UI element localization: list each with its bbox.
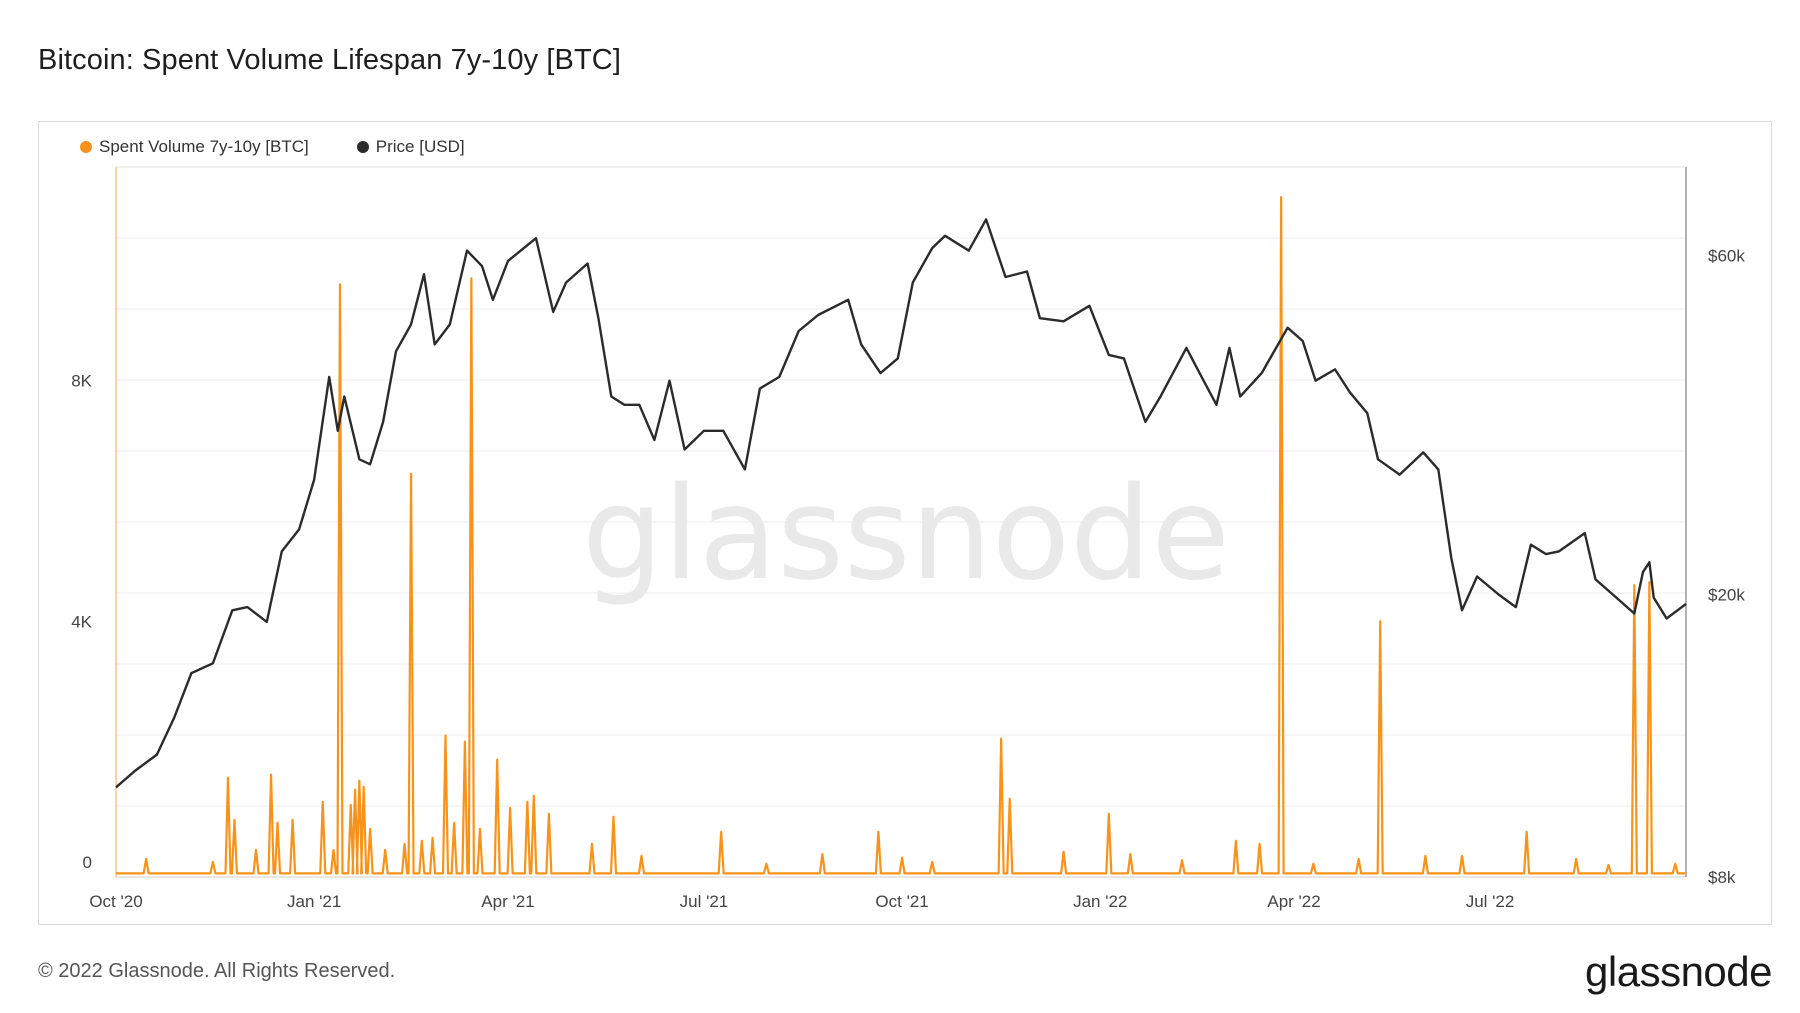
y-left-tick-label: 8K [71,372,92,391]
legend-item-volume[interactable]: Spent Volume 7y-10y [BTC] [80,137,309,157]
y-right-tick-label: $8k [1708,868,1736,887]
y-right-tick-label: $20k [1708,585,1745,604]
legend-label-volume: Spent Volume 7y-10y [BTC] [99,137,309,156]
x-tick-label: Apr '22 [1267,892,1320,911]
glassnode-logo[interactable]: glassnode [1585,948,1772,995]
y-left-tick-label: 4K [71,612,92,631]
legend-label-price: Price [USD] [375,137,465,156]
tick-labels: Oct '20 Jan '21 Apr '21 Jul '21 Oct '21 Jan '… [71,247,1745,911]
y-left-tick-label: 0 [83,853,92,872]
x-tick-label: Apr '21 [481,892,534,911]
legend-dot-volume [80,141,92,153]
chart-frame [38,121,1772,925]
legend-item-price[interactable]: Price [USD] [356,137,465,157]
chart-legend: Spent Volume 7y-10y [BTC] Price [USD] [80,137,465,157]
volume-series-line [116,195,1686,875]
price-series-line [115,218,1687,789]
copyright-text: © 2022 Glassnode. All Rights Reserved. [38,960,396,982]
x-tick-label: Jul '22 [1466,892,1515,911]
x-tick-label: Oct '21 [875,892,928,911]
axes [115,166,1687,878]
series-layer [115,195,1687,875]
x-tick-label: Oct '20 [89,892,142,911]
x-tick-label: Jan '22 [1073,892,1127,911]
x-tick-label: Jul '21 [680,892,729,911]
legend-dot-price [356,141,369,153]
page-title: Bitcoin: Spent Volume Lifespan 7y-10y [B… [38,44,621,76]
x-tick-label: Jan '21 [287,892,341,911]
y-right-tick-label: $60k [1708,247,1745,266]
watermark: glassnode [582,460,1230,609]
